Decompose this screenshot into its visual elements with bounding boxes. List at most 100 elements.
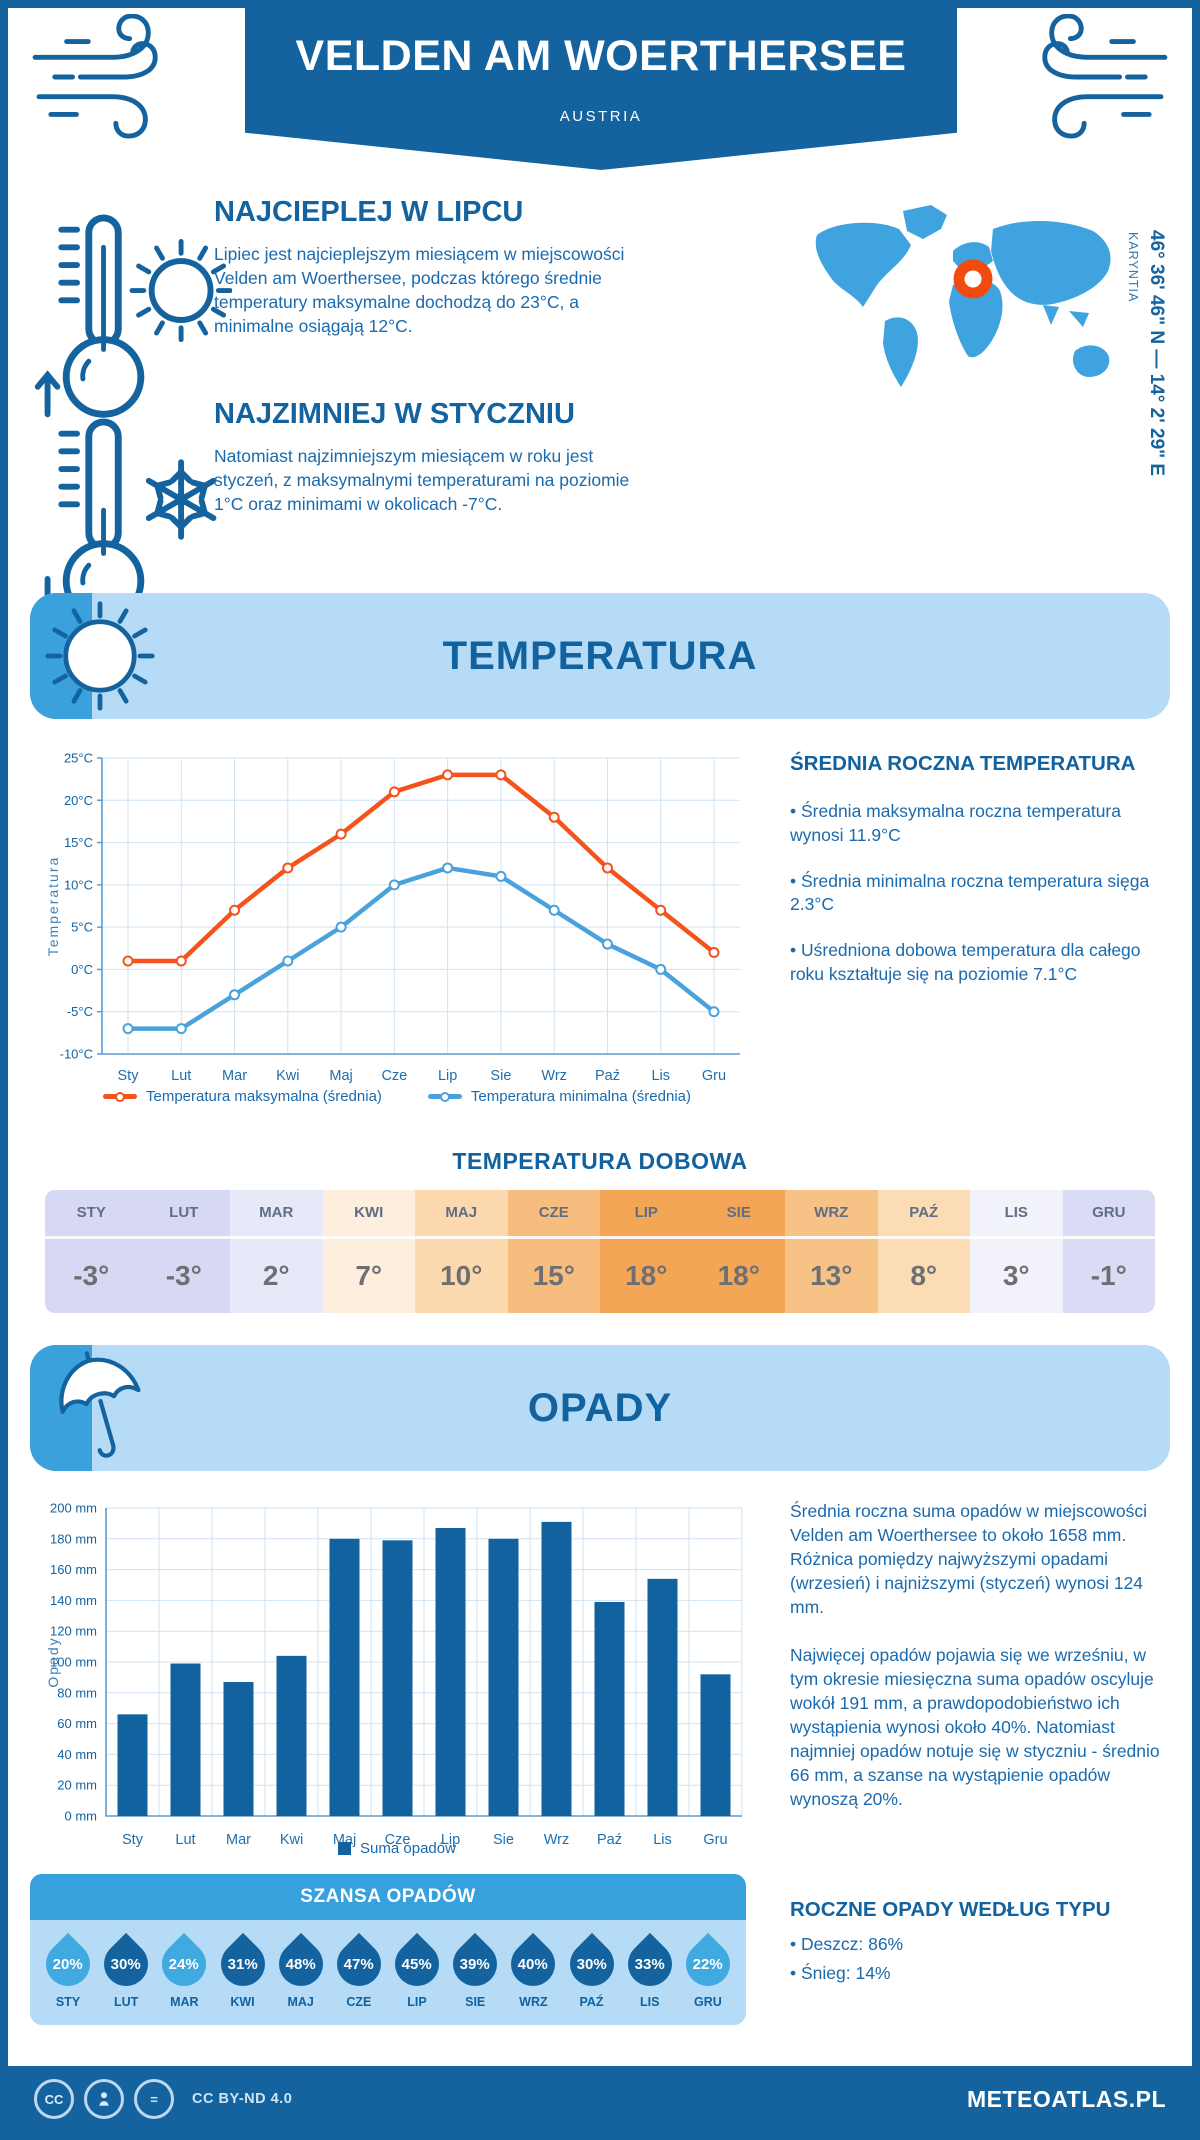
precipitation-paragraphs: Średnia roczna suma opadów w miejscowośc… <box>790 1500 1176 1836</box>
svg-text:Wrz: Wrz <box>541 1068 567 1084</box>
footer-bar: CC = CC BY-ND 4.0 METEOATLAS.PL <box>8 2066 1192 2132</box>
drop-percent-label: 22% <box>692 1955 723 1973</box>
table-temp-value: -1° <box>1090 1260 1127 1291</box>
temperature-line-chart: -10°C -5°C 0°C 5°C 10°C 15°C 20°C 25°C Sty Lut Mar… <box>45 751 740 1084</box>
table-column: LIP 18° <box>600 1190 693 1313</box>
svg-text:15°C: 15°C <box>64 835 93 850</box>
region-label: KARYNTIA <box>1126 232 1140 303</box>
legend-label: Temperatura maksymalna (średnia) <box>145 1088 382 1105</box>
svg-text:160 mm: 160 mm <box>50 1562 97 1577</box>
table-month-label: LIS <box>970 1190 1063 1239</box>
drop-month-label: CZE <box>346 1995 372 2009</box>
svg-text:140 mm: 140 mm <box>50 1593 97 1608</box>
legend-entry: Suma opadów <box>338 1840 456 1857</box>
drop-month-label: LUT <box>114 1995 139 2009</box>
legend-square-swatch <box>338 1842 352 1855</box>
svg-text:80 mm: 80 mm <box>57 1685 97 1700</box>
snowflake-icon <box>145 459 217 540</box>
water-drop-icon: 40% <box>502 1932 565 1996</box>
table-temp-value: 13° <box>810 1260 853 1291</box>
stat-bullet: • Średnia minimalna roczna temperatura s… <box>790 870 1150 915</box>
svg-text:5°C: 5°C <box>71 920 93 935</box>
temperature-legend: Temperatura maksymalna (średnia) Temperat… <box>44 1088 750 1105</box>
table-column: LIS 3° <box>970 1190 1063 1313</box>
stat-bullet: • Średnia maksymalna roczna temperatura … <box>790 801 1121 845</box>
drop-month-label: GRU <box>694 1995 722 2009</box>
warm-text: Lipiec jest najcieplejszym miesiącem w m… <box>214 244 625 337</box>
svg-text:Cze: Cze <box>381 1068 407 1084</box>
series-Temperatura maksymalna (średnia) <box>122 769 720 967</box>
drop-percent-label: 45% <box>402 1955 433 1973</box>
license-label: CC BY-ND 4.0 <box>192 2091 293 2107</box>
drop-percent-label: 47% <box>343 1955 374 1973</box>
water-drop-icon: 31% <box>211 1932 274 1996</box>
daily-temperature-title: TEMPERATURA DOBOWA <box>452 1148 748 1174</box>
precip-type-bullet: • Deszcz: 86% <box>790 1934 904 1954</box>
precipitation-section-title: OPADY <box>527 1386 673 1430</box>
svg-text:180 mm: 180 mm <box>50 1531 97 1546</box>
brand-label: METEOATLAS.PL <box>966 2085 1166 2112</box>
table-month-label: WRZ <box>785 1190 878 1239</box>
svg-text:Lip: Lip <box>438 1068 457 1084</box>
wind-icon <box>1042 14 1168 139</box>
svg-text:Sie: Sie <box>493 1832 514 1848</box>
svg-text:Gru: Gru <box>702 1068 726 1084</box>
svg-text:0 mm: 0 mm <box>65 1809 98 1824</box>
water-drop-icon: 48% <box>269 1932 332 1996</box>
drop-column: 30% LUT <box>95 1932 158 2009</box>
svg-text:Sty: Sty <box>122 1832 144 1848</box>
table-temp-value: 8° <box>910 1260 938 1291</box>
table-month-label: MAJ <box>415 1190 508 1239</box>
table-month-label: CZE <box>507 1190 600 1239</box>
table-column: PAŹ 8° <box>877 1190 970 1313</box>
svg-text:Kwi: Kwi <box>276 1068 299 1084</box>
cold-text: Natomiast najzimniejszym miesiącem w rok… <box>214 446 630 515</box>
temperature-banner: TEMPERATURA <box>30 593 1170 719</box>
cold-title: NAJZIMNIEJ W STYCZNIU <box>214 398 575 430</box>
table-temp-value: 7° <box>355 1260 383 1291</box>
precip-paragraph: Średnia roczna suma opadów w miejscowośc… <box>790 1501 1147 1617</box>
drop-percent-label: 48% <box>285 1955 316 1973</box>
drop-percent-label: 20% <box>52 1955 84 1973</box>
precipitation-bar-chart: 0 mm 20 mm 40 mm 60 mm 80 mm 100 mm 120 mm 140 … <box>45 1501 743 1848</box>
drop-percent-label: 33% <box>634 1955 665 1973</box>
precip-type-bullet: • Śnieg: 14% <box>790 1963 891 1983</box>
drop-percent-label: 31% <box>227 1955 258 1973</box>
svg-text:120 mm: 120 mm <box>50 1624 97 1639</box>
table-month-label: MAR <box>230 1190 323 1239</box>
wind-icon <box>32 14 158 139</box>
drop-column: 48% MAJ <box>269 1932 332 2009</box>
drop-month-label: MAR <box>170 1995 199 2009</box>
drop-month-label: LIP <box>407 1995 427 2009</box>
precip-type-bullets: • Deszcz: 86% • Śnieg: 14% <box>790 1934 903 1992</box>
svg-text:Maj: Maj <box>329 1068 352 1084</box>
drop-percent-label: 30% <box>111 1955 142 1973</box>
table-temp-value: 10° <box>440 1260 483 1291</box>
table-month-label: PAŹ <box>877 1190 970 1239</box>
precip-paragraph: Najwięcej opadów pojawia się we wrześniu… <box>790 1644 1160 1809</box>
table-column: STY -3° <box>45 1190 138 1313</box>
header-banner: VELDEN AM WOERTHERSEE AUSTRIA <box>245 8 957 170</box>
water-drop-icon: 47% <box>327 1932 390 1996</box>
precip-chance-panel: SZANSA OPADÓW 20% STY 30% LUT 24% MAR 31% KWI 48… <box>30 1874 746 2025</box>
legend-entry: Temperatura minimalna (średnia) <box>427 1088 691 1105</box>
stat-bullet: • Uśredniona dobowa temperatura dla całe… <box>790 940 1141 984</box>
legend-dot <box>439 1091 450 1102</box>
precip-chance-title: SZANSA OPADÓW <box>30 1874 746 1920</box>
svg-text:Mar: Mar <box>226 1832 251 1848</box>
svg-text:Sty: Sty <box>118 1068 140 1084</box>
drop-month-label: MAJ <box>287 1995 314 2009</box>
precip-chance-drops: 20% STY 30% LUT 24% MAR 31% KWI 48% MAJ 47% CZE 45% L… <box>30 1920 746 2025</box>
table-temp-value: 15° <box>532 1260 575 1291</box>
water-drop-icon: 39% <box>444 1932 507 1996</box>
legend-label: Suma opadów <box>360 1840 456 1857</box>
table-month-label: KWI <box>322 1190 415 1239</box>
sun-icon <box>45 601 155 711</box>
drop-column: 47% CZE <box>327 1932 390 2009</box>
table-column: CZE 15° <box>507 1190 600 1313</box>
drop-column: 24% MAR <box>153 1932 216 2009</box>
table-column: MAR 2° <box>230 1190 323 1313</box>
drop-column: 40% WRZ <box>502 1932 565 2009</box>
svg-text:Sie: Sie <box>490 1068 511 1084</box>
